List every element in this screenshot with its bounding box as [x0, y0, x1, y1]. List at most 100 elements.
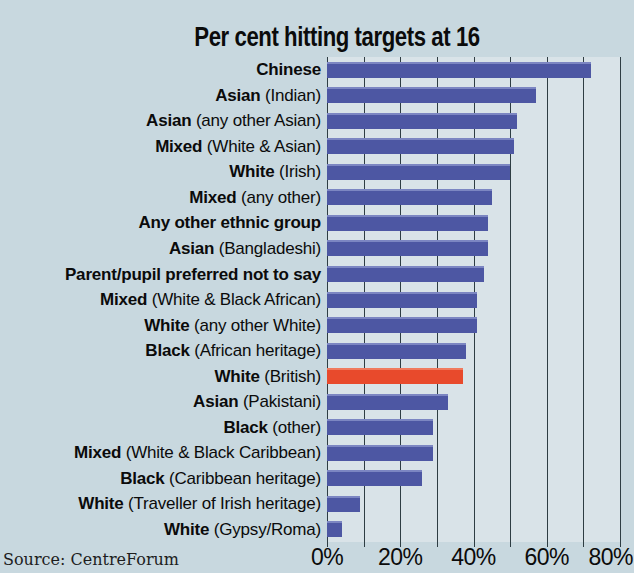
category-label: White (Traveller of Irish heritage) — [0, 495, 327, 512]
category-label: White (British) — [0, 368, 327, 385]
category-label-bold: Mixed — [100, 290, 147, 309]
category-label-bold: Parent/pupil preferred not to say — [65, 265, 321, 284]
bar-row: White (Gypsy/Roma) — [0, 517, 634, 543]
bar-row: Black (Caribbean heritage) — [0, 466, 634, 492]
x-axis-tick-label: 20% — [378, 546, 423, 569]
category-label-bold: Asian — [169, 239, 214, 258]
bar — [327, 521, 342, 537]
bar-row: Black (African heritage) — [0, 338, 634, 364]
category-label-bold: Black — [145, 341, 189, 360]
chart-title-text: Per cent hitting targets at 16 — [194, 22, 479, 53]
category-label: Asian (any other Asian) — [0, 112, 327, 129]
category-label-rest: (Indian) — [260, 86, 321, 105]
bar-rows: ChineseAsian (Indian)Asian (any other As… — [0, 57, 634, 542]
category-label-rest: (Caribbean heritage) — [165, 469, 321, 488]
category-label-bold: Black — [223, 418, 267, 437]
category-label: Chinese — [0, 61, 327, 78]
bar — [327, 240, 488, 256]
source-caption: Source: CentreForum — [3, 551, 179, 569]
bar — [327, 189, 492, 205]
bar — [327, 419, 433, 435]
bar-row: Mixed (White & Black African) — [0, 287, 634, 313]
category-label-bold: Any other ethnic group — [138, 213, 321, 232]
category-label: Asian (Indian) — [0, 87, 327, 104]
category-label: Black (Caribbean heritage) — [0, 470, 327, 487]
bar-row: Black (other) — [0, 414, 634, 440]
category-label-bold: White — [164, 520, 209, 539]
category-label: Mixed (White & Asian) — [0, 138, 327, 155]
bar-row: Asian (Pakistani) — [0, 389, 634, 415]
bar — [327, 445, 433, 461]
category-label-rest: (any other) — [236, 188, 321, 207]
bar — [327, 113, 517, 129]
bar — [327, 138, 514, 154]
bar-row: White (Irish) — [0, 159, 634, 185]
category-label: White (any other White) — [0, 317, 327, 334]
bar — [327, 470, 422, 486]
category-label-bold: White — [144, 316, 189, 335]
category-label-rest: (other) — [268, 418, 321, 437]
category-label-rest: (any other White) — [189, 316, 321, 335]
bar — [327, 496, 360, 512]
category-label: Asian (Pakistani) — [0, 393, 327, 410]
x-axis-tick-label: 40% — [451, 546, 496, 569]
bar-row: Asian (Indian) — [0, 83, 634, 109]
category-label-rest: (White & Asian) — [202, 137, 321, 156]
bar-row: Asian (Bangladeshi) — [0, 236, 634, 262]
category-label-bold: White — [214, 367, 259, 386]
category-label: Black (other) — [0, 419, 327, 436]
category-label-rest: (White & Black Caribbean) — [121, 443, 321, 462]
bar — [327, 343, 466, 359]
bar-row: Mixed (any other) — [0, 185, 634, 211]
category-label-rest: (White & Black African) — [147, 290, 321, 309]
category-label-rest: (any other Asian) — [191, 111, 321, 130]
bar-highlighted — [327, 368, 463, 384]
category-label: Black (African heritage) — [0, 342, 327, 359]
bar-row: White (any other White) — [0, 312, 634, 338]
category-label: White (Gypsy/Roma) — [0, 521, 327, 538]
category-label-bold: White — [78, 494, 123, 513]
category-label-rest: (Traveller of Irish heritage) — [124, 494, 321, 513]
bar-row: Mixed (White & Asian) — [0, 134, 634, 160]
category-label-rest: (Pakistani) — [238, 392, 321, 411]
bar-row: White (Traveller of Irish heritage) — [0, 491, 634, 517]
bar-row: White (British) — [0, 363, 634, 389]
x-axis-tick-label: 60% — [524, 546, 569, 569]
category-label-bold: Black — [120, 469, 164, 488]
bar-row: Mixed (White & Black Caribbean) — [0, 440, 634, 466]
category-label: Mixed (White & Black Caribbean) — [0, 444, 327, 461]
x-axis-tick-label: 0% — [311, 546, 343, 569]
bar — [327, 164, 510, 180]
x-axis-tick-label: 80% — [588, 546, 633, 569]
category-label: Asian (Bangladeshi) — [0, 240, 327, 257]
bar — [327, 62, 591, 78]
category-label-bold: Asian — [146, 111, 191, 130]
category-label: White (Irish) — [0, 163, 327, 180]
category-label-bold: Chinese — [256, 60, 321, 79]
chart-panel: Per cent hitting targets at 16 Chinese As… — [0, 0, 634, 573]
bar — [327, 317, 477, 333]
category-label: Parent/pupil preferred not to say — [0, 266, 327, 283]
category-label: Mixed (any other) — [0, 189, 327, 206]
category-label-rest: (Irish) — [274, 162, 321, 181]
category-label-bold: Mixed — [189, 188, 236, 207]
category-label-bold: Asian — [215, 86, 260, 105]
bar-row: Any other ethnic group — [0, 210, 634, 236]
category-label-rest: (African heritage) — [190, 341, 321, 360]
bar-row: Chinese — [0, 57, 634, 83]
category-label-bold: Asian — [193, 392, 238, 411]
category-label-rest: (Gypsy/Roma) — [209, 520, 321, 539]
bar — [327, 87, 536, 103]
category-label-bold: Mixed — [74, 443, 121, 462]
category-label-bold: Mixed — [155, 137, 202, 156]
bar — [327, 215, 488, 231]
category-label-rest: (Bangladeshi) — [214, 239, 321, 258]
bar-row: Parent/pupil preferred not to say — [0, 261, 634, 287]
category-label-rest: (British) — [260, 367, 321, 386]
category-label-bold: White — [229, 162, 274, 181]
bar — [327, 394, 448, 410]
bar — [327, 292, 477, 308]
bar — [327, 266, 484, 282]
category-label: Any other ethnic group — [0, 214, 327, 231]
category-label: Mixed (White & Black African) — [0, 291, 327, 308]
